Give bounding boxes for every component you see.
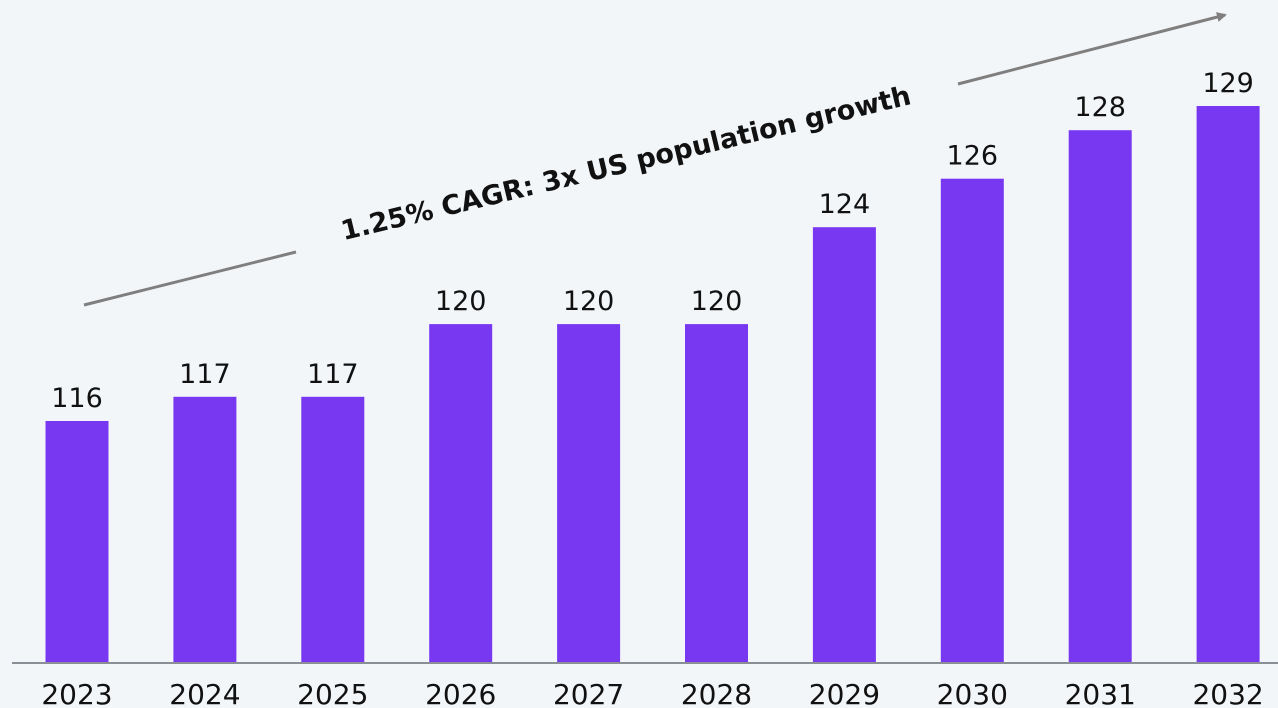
bar-2028 (685, 324, 748, 663)
x-tick-2029: 2029 (809, 678, 880, 708)
data-label-2032: 129 (1202, 68, 1254, 99)
x-tick-2026: 2026 (425, 678, 496, 708)
bar-2029 (812, 227, 876, 663)
data-label-2029: 124 (819, 189, 871, 220)
bar-2025 (301, 396, 365, 663)
data-label-2023: 116 (51, 383, 103, 414)
x-tick-2032: 2032 (1192, 678, 1263, 708)
data-label-2027: 120 (563, 286, 615, 317)
x-tick-2024: 2024 (169, 678, 240, 708)
x-tick-2027: 2027 (553, 678, 624, 708)
data-labels-group: 116 117 117 120 120 120 124 126 128 129 (51, 68, 1254, 414)
data-label-2025: 117 (307, 359, 359, 390)
bar-2030 (940, 178, 1004, 663)
trend-arrow (957, 12, 1227, 86)
cagr-annotation: 1.25% CAGR: 3x US population growth (338, 80, 914, 247)
x-tick-2030: 2030 (937, 678, 1008, 708)
x-tick-labels-group: 2023 2024 2025 2026 2027 2028 2029 2030 2031 2032 (41, 678, 1263, 708)
data-label-2030: 126 (947, 141, 999, 172)
bars-group (45, 106, 1260, 663)
x-tick-2031: 2031 (1065, 678, 1136, 708)
x-tick-2023: 2023 (41, 678, 112, 708)
trend-line-left (83, 250, 297, 307)
bar-2023 (45, 421, 109, 663)
bar-2024 (173, 396, 237, 663)
data-label-2026: 120 (435, 286, 487, 317)
data-label-2024: 117 (179, 359, 231, 390)
bar-2027 (557, 324, 621, 663)
data-label-2031: 128 (1074, 92, 1126, 123)
trend-annotation: 1.25% CAGR: 3x US population growth (83, 12, 1227, 307)
x-tick-2025: 2025 (297, 678, 368, 708)
bar-2026 (429, 324, 493, 663)
x-tick-2028: 2028 (681, 678, 752, 708)
data-label-2028: 120 (691, 286, 743, 317)
bar-2031 (1068, 130, 1132, 663)
bar-2032 (1196, 106, 1260, 663)
